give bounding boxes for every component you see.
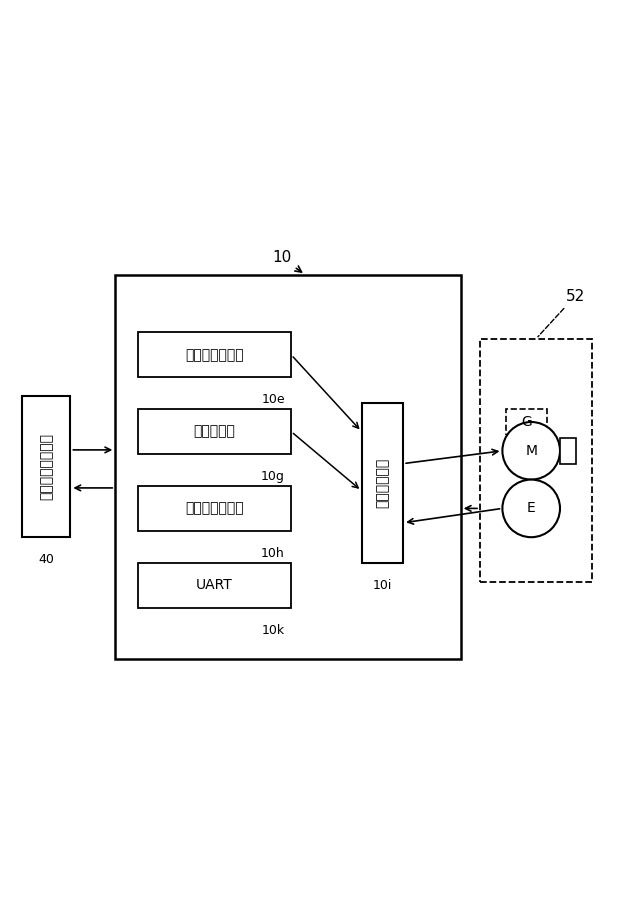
Text: 10e: 10e (261, 393, 285, 406)
FancyBboxPatch shape (138, 563, 291, 607)
Text: 応答信号出力部: 応答信号出力部 (185, 501, 244, 516)
Bar (560, 438, 576, 464)
Text: E: E (527, 501, 536, 516)
Text: M: M (525, 444, 537, 458)
Text: 10g: 10g (261, 470, 285, 483)
Text: 動作内容判断部: 動作内容判断部 (185, 348, 244, 361)
Text: 10i: 10i (372, 578, 392, 592)
Text: G: G (521, 415, 532, 429)
FancyBboxPatch shape (138, 486, 291, 531)
Text: 40: 40 (38, 553, 54, 567)
Circle shape (502, 479, 560, 538)
Bar (506, 410, 547, 435)
Text: 中央コントローラ: 中央コントローラ (40, 433, 53, 500)
Text: 異状判断部: 異状判断部 (193, 425, 236, 439)
Text: 10k: 10k (262, 624, 285, 637)
FancyBboxPatch shape (22, 397, 70, 538)
Text: モータ制御部: モータ制御部 (376, 458, 389, 508)
Text: 10h: 10h (261, 547, 285, 560)
FancyBboxPatch shape (138, 410, 291, 454)
Circle shape (502, 422, 560, 479)
Bar (480, 339, 592, 582)
FancyBboxPatch shape (138, 332, 291, 377)
Text: 52: 52 (538, 289, 585, 337)
FancyBboxPatch shape (362, 403, 403, 563)
Text: UART: UART (196, 578, 233, 592)
Text: 10: 10 (272, 251, 301, 272)
FancyBboxPatch shape (115, 275, 461, 659)
